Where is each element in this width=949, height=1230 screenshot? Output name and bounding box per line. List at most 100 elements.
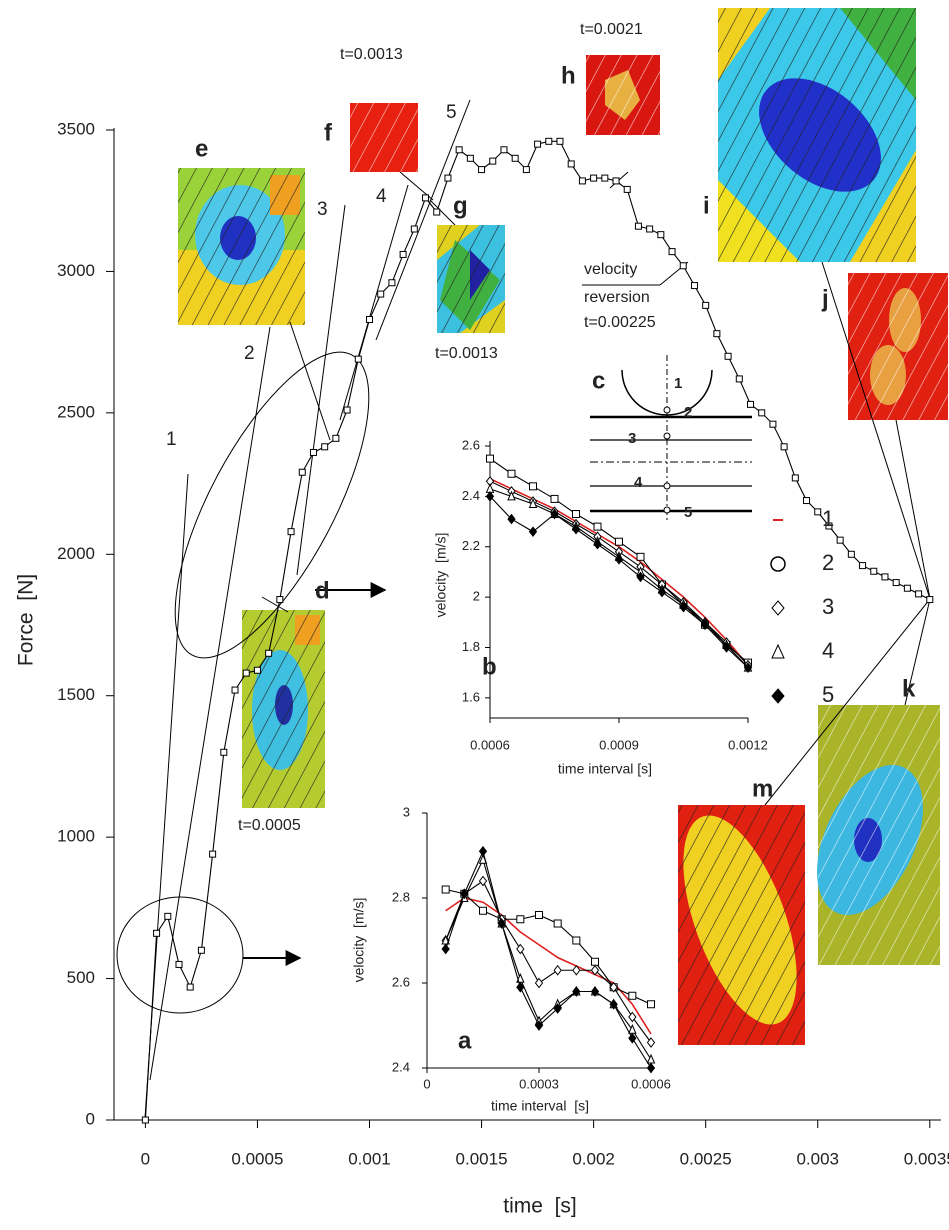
legend-label: 5 xyxy=(822,682,834,707)
shape xyxy=(586,55,660,135)
shape xyxy=(242,610,325,808)
data-point xyxy=(554,920,561,927)
y-tick-label: 2.6 xyxy=(462,437,480,452)
data-point xyxy=(591,175,597,181)
x-tick-label: 0.0009 xyxy=(599,737,639,752)
data-point xyxy=(770,421,776,427)
y-axis-title: velocity [m/s] xyxy=(433,533,449,618)
data-point xyxy=(523,167,529,173)
data-point xyxy=(703,302,709,308)
panel-label: j xyxy=(821,285,829,312)
panel-m xyxy=(660,801,820,1045)
x-tick-label: 0.0006 xyxy=(470,737,510,752)
y-tick-label: 2500 xyxy=(57,402,95,421)
x-axis-title: time [s] xyxy=(503,1195,577,1218)
data-point xyxy=(530,527,537,536)
data-point xyxy=(573,511,580,518)
data-point xyxy=(277,597,283,603)
shape xyxy=(848,273,948,420)
data-point xyxy=(266,650,272,656)
data-point xyxy=(442,945,449,954)
panel-k xyxy=(795,705,944,965)
data-point xyxy=(573,937,580,944)
y-tick-label: 2.2 xyxy=(462,538,480,553)
data-point xyxy=(187,984,193,990)
y-tick-label: 2.4 xyxy=(462,488,480,503)
x-tick-label: 0.0005 xyxy=(231,1149,283,1168)
diagram-label: c xyxy=(592,367,605,394)
shape xyxy=(178,168,305,325)
line-label: 3 xyxy=(317,199,328,220)
data-point xyxy=(467,155,473,161)
series-line xyxy=(490,496,748,667)
series-line xyxy=(446,890,651,1005)
data-point xyxy=(648,1001,655,1008)
data-point xyxy=(333,435,339,441)
data-point xyxy=(781,444,787,450)
data-point xyxy=(616,555,623,564)
data-point xyxy=(480,907,487,914)
data-point xyxy=(344,407,350,413)
data-point xyxy=(714,331,720,337)
legend-symbol xyxy=(772,689,784,703)
legend-symbol xyxy=(771,557,785,571)
data-point xyxy=(736,376,742,382)
series-line xyxy=(490,489,748,668)
data-point xyxy=(210,851,216,857)
y-tick-label: 500 xyxy=(67,968,95,987)
diagram-point: 4 xyxy=(634,474,643,491)
data-point xyxy=(322,444,328,450)
diagram-point: 3 xyxy=(628,430,636,447)
panel-time: t=0.0013 xyxy=(435,345,498,362)
data-point xyxy=(659,588,666,597)
data-point xyxy=(288,529,294,535)
panel-time: t=0.0005 xyxy=(238,817,301,834)
y-tick-label: 1.6 xyxy=(462,689,480,704)
data-point xyxy=(221,749,227,755)
diagram-point: 2 xyxy=(684,404,692,421)
data-point xyxy=(635,223,641,229)
data-point xyxy=(725,353,731,359)
connector xyxy=(290,322,330,440)
panel-label: d xyxy=(315,577,330,604)
x-axis-title: time interval [s] xyxy=(558,761,652,777)
x-tick-label: 0 xyxy=(423,1076,430,1091)
data-point xyxy=(487,455,494,462)
data-point xyxy=(442,886,449,893)
data-point xyxy=(616,538,623,545)
data-point xyxy=(299,469,305,475)
x-tick-label: 0.0012 xyxy=(728,737,768,752)
data-point xyxy=(198,947,204,953)
data-point xyxy=(602,175,608,181)
data-point xyxy=(792,475,798,481)
legend-label: 4 xyxy=(822,638,834,663)
panel-h xyxy=(586,55,660,135)
annotation: reversion xyxy=(584,289,650,306)
data-point xyxy=(254,667,260,673)
y-tick-label: 3500 xyxy=(57,119,95,138)
series-line xyxy=(446,860,651,1060)
data-point xyxy=(501,147,507,153)
data-point xyxy=(536,979,543,988)
data-point xyxy=(536,912,543,919)
x-tick-label: 0.003 xyxy=(796,1149,839,1168)
shape xyxy=(678,805,805,1045)
data-point xyxy=(142,1117,148,1123)
data-point xyxy=(860,563,866,569)
series-line xyxy=(490,479,748,665)
highlight-circle xyxy=(117,897,243,1013)
diagram-point: 1 xyxy=(674,375,682,392)
x-tick-label: 0.002 xyxy=(572,1149,615,1168)
panel-g xyxy=(437,225,505,333)
data-point xyxy=(594,540,601,549)
data-point xyxy=(871,568,877,574)
data-point xyxy=(691,283,697,289)
data-point xyxy=(592,958,599,965)
data-point xyxy=(759,410,765,416)
x-axis-title: time interval [s] xyxy=(491,1098,589,1114)
data-point xyxy=(232,687,238,693)
shape xyxy=(437,225,505,333)
y-axis-title: Force [N] xyxy=(15,574,38,666)
data-point xyxy=(378,291,384,297)
